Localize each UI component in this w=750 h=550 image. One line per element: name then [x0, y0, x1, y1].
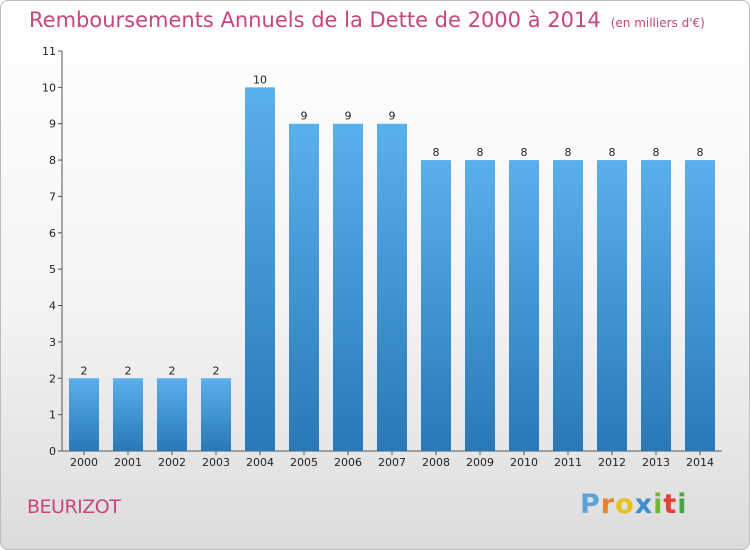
- bar: [289, 123, 319, 452]
- bar-value-label: 2: [125, 364, 132, 377]
- logo-letter: i: [677, 489, 688, 520]
- x-tick-label: 2008: [422, 456, 450, 469]
- y-tick-label: 6: [49, 227, 56, 240]
- bars: 2 2 2 2 10 9 9 9 8 8 8 8 8 8 8: [69, 73, 715, 452]
- bar: [113, 378, 143, 451]
- logo-letter: i: [653, 489, 664, 520]
- bar: [641, 160, 671, 451]
- x-tick-label: 2012: [598, 456, 626, 469]
- bar-value-label: 8: [477, 146, 484, 159]
- y-tick-label: 0: [49, 445, 56, 458]
- y-tick-label: 7: [49, 190, 56, 203]
- chart-title-text: Remboursements Annuels de la Dette de 20…: [29, 8, 601, 32]
- y-tick-label: 1: [49, 409, 56, 422]
- bar: [465, 160, 495, 451]
- logo-letter: r: [600, 489, 616, 520]
- logo-letter: t: [663, 489, 678, 520]
- bar: [333, 123, 363, 452]
- x-tick-label: 2006: [334, 456, 362, 469]
- bar: [553, 160, 583, 451]
- place-name: BEURIZOT: [27, 496, 121, 518]
- bar-value-label: 8: [521, 146, 528, 159]
- y-tick-label: 9: [49, 118, 56, 131]
- bar-value-label: 2: [213, 364, 220, 377]
- logo-letter: o: [615, 489, 635, 520]
- bar-value-label: 8: [653, 146, 660, 159]
- bar-value-label: 2: [169, 364, 176, 377]
- y-tick-label: 10: [42, 81, 56, 94]
- bar-value-label: 8: [697, 146, 704, 159]
- x-tick-label: 2002: [158, 456, 186, 469]
- x-tick-label: 2009: [466, 456, 494, 469]
- x-tick-label: 2003: [202, 456, 230, 469]
- bar-value-label: 8: [433, 146, 440, 159]
- y-tick-label: 4: [49, 300, 56, 313]
- proxiti-logo: Proxiti: [580, 489, 688, 520]
- x-tick-label: 2007: [378, 456, 406, 469]
- y-tick-label: 2: [49, 372, 56, 385]
- bar: [69, 378, 99, 451]
- bar-value-label: 2: [81, 364, 88, 377]
- x-tick-label: 2010: [510, 456, 538, 469]
- bar: [685, 160, 715, 451]
- x-tick-label: 2014: [686, 456, 714, 469]
- x-tick-label: 2001: [114, 456, 142, 469]
- x-tick-label: 2011: [554, 456, 582, 469]
- bar: [157, 378, 187, 451]
- x-tick-label: 2005: [290, 456, 318, 469]
- bar-value-label: 8: [609, 146, 616, 159]
- x-tick-label: 2004: [246, 456, 274, 469]
- logo-letter: x: [634, 489, 654, 520]
- bar: [421, 160, 451, 451]
- bar: [245, 87, 275, 451]
- y-tick-label: 8: [49, 154, 56, 167]
- bar: [597, 160, 627, 451]
- bar-value-label: 9: [345, 110, 352, 123]
- chart-title: Remboursements Annuels de la Dette de 20…: [29, 8, 705, 32]
- x-tick-label: 2000: [70, 456, 98, 469]
- bar: [509, 160, 539, 451]
- y-tick-label: 3: [49, 336, 56, 349]
- bar: [377, 123, 407, 452]
- chart-unit: (en milliers d'€): [610, 16, 705, 30]
- x-tick-label: 2013: [642, 456, 670, 469]
- y-tick-label: 11: [42, 45, 56, 58]
- logo-letter: P: [580, 489, 601, 520]
- axes: 0 1 2 3 4 5 6 7 8 9 10 11 2000 2001 2002 2003 2004 2005 20…: [42, 45, 722, 469]
- bar: [201, 378, 231, 451]
- bar-value-label: 9: [301, 110, 308, 123]
- y-tick-label: 5: [49, 263, 56, 276]
- bar-value-label: 10: [253, 73, 267, 86]
- bar-value-label: 8: [565, 146, 572, 159]
- bar-value-label: 9: [389, 110, 396, 123]
